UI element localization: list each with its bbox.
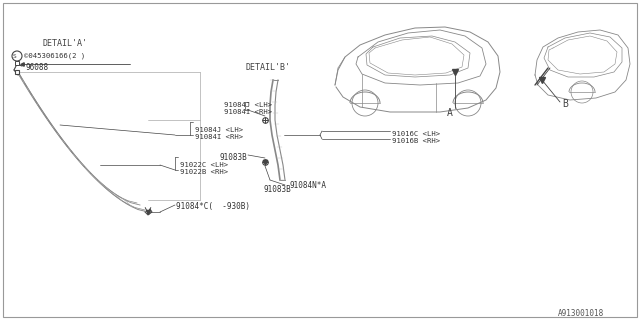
Text: A: A <box>447 108 453 118</box>
Text: A913001018: A913001018 <box>558 308 604 317</box>
Text: 91016B <RH>: 91016B <RH> <box>392 138 440 144</box>
Text: 91084N*A: 91084N*A <box>290 180 327 189</box>
Text: B: B <box>562 99 568 109</box>
Text: 96088: 96088 <box>25 63 48 73</box>
Text: 91016C <LH>: 91016C <LH> <box>392 131 440 137</box>
Text: 91084J <LH>: 91084J <LH> <box>224 102 272 108</box>
Text: 91084*C(  -930B): 91084*C( -930B) <box>176 203 250 212</box>
Text: S: S <box>13 53 17 59</box>
Text: ©045306166(2 ): ©045306166(2 ) <box>24 53 85 59</box>
Text: 91022C <LH>: 91022C <LH> <box>180 162 228 168</box>
Text: 91084I <RH>: 91084I <RH> <box>224 109 272 115</box>
Text: 91084I <RH>: 91084I <RH> <box>195 134 243 140</box>
Text: 91083B: 91083B <box>263 186 291 195</box>
Text: DETAIL'B': DETAIL'B' <box>246 63 291 73</box>
Text: DETAIL'A': DETAIL'A' <box>42 39 88 49</box>
Text: 91022B <RH>: 91022B <RH> <box>180 169 228 175</box>
Text: 91084J <LH>: 91084J <LH> <box>195 127 243 133</box>
Text: 91083B: 91083B <box>220 154 248 163</box>
